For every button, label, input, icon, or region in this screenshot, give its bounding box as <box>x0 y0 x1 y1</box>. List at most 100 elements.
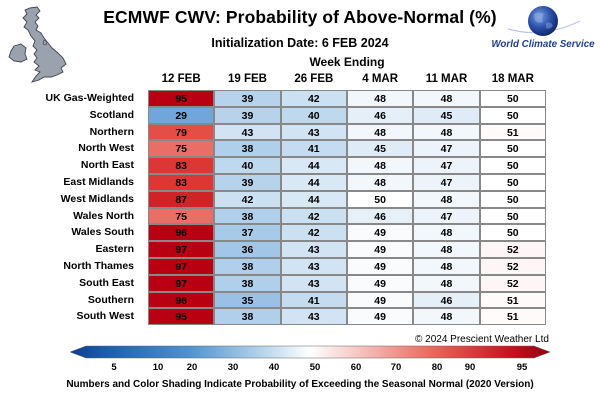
table-cell: 87 <box>148 190 215 208</box>
table-cell: 75 <box>148 207 215 225</box>
table-cell: 46 <box>346 106 414 124</box>
table-cell: 97 <box>148 258 215 275</box>
table-cell: 41 <box>280 140 347 158</box>
table-cell: 50 <box>479 174 546 191</box>
table-cell: 47 <box>413 207 480 225</box>
table-cell: 48 <box>413 123 480 141</box>
table-cell: 48 <box>413 190 480 208</box>
globe-icon <box>507 6 581 36</box>
table-cell: 95 <box>148 308 215 326</box>
row-label: Wales North <box>73 209 134 222</box>
row-label: Southern <box>87 293 134 306</box>
column-header: 26 FEB <box>294 73 334 85</box>
table-cell: 48 <box>346 174 414 191</box>
colorbar-tick-label: 30 <box>227 362 239 373</box>
table-cell: 40 <box>280 106 347 124</box>
table-cell: 50 <box>479 106 546 124</box>
colorbar-tick-label: 80 <box>431 362 443 373</box>
table-cell: 48 <box>413 308 480 326</box>
table-cell: 49 <box>346 241 414 258</box>
column-header: 18 MAR <box>491 73 534 85</box>
table-cell: 42 <box>280 224 347 242</box>
table-cell: 50 <box>479 224 546 242</box>
colorbar-tick-label: 60 <box>350 362 362 373</box>
table-cell: 40 <box>214 157 281 174</box>
table-cell: 43 <box>214 123 281 141</box>
table-cell: 50 <box>346 190 414 208</box>
row-label: North East <box>80 159 134 172</box>
column-header: 12 FEB <box>161 73 201 85</box>
table-cell: 96 <box>148 291 215 309</box>
table-cell: 51 <box>479 123 546 141</box>
table-cell: 49 <box>346 224 414 242</box>
page-title: ECMWF CWV: Probability of Above-Normal (… <box>103 7 497 27</box>
table-cell: 46 <box>413 291 480 309</box>
row-label: Eastern <box>95 243 134 256</box>
table-cell: 42 <box>280 90 347 107</box>
table-cell: 43 <box>280 258 347 275</box>
colorbar-tick-label: 5 <box>111 362 117 373</box>
table-cell: 45 <box>413 106 480 124</box>
row-label: North Thames <box>63 260 134 272</box>
uk-map-icon <box>8 6 67 83</box>
row-label: South West <box>76 310 134 323</box>
table-cell: 48 <box>346 90 414 107</box>
table-cell: 47 <box>413 140 480 158</box>
colorbar-tick-label: 10 <box>152 362 164 373</box>
table-cell: 48 <box>346 157 414 174</box>
table-cell: 50 <box>479 207 546 225</box>
table-cell: 38 <box>214 258 281 275</box>
copyright-text: © 2024 Prescient Weather Ltd <box>415 334 549 345</box>
week-ending-label: Week Ending <box>309 55 385 69</box>
colorbar-tick-label: 20 <box>186 362 198 373</box>
colorbar-tick-label: 70 <box>390 362 402 373</box>
row-label: East Midlands <box>63 176 134 188</box>
colorbar-tick-label: 95 <box>516 362 528 373</box>
colorbar <box>70 345 550 359</box>
table-cell: 83 <box>148 157 215 174</box>
table-cell: 46 <box>346 207 414 225</box>
table-cell: 44 <box>280 190 347 208</box>
column-header: 4 MAR <box>362 73 399 85</box>
table-cell: 36 <box>214 241 281 258</box>
table-cell: 38 <box>214 308 281 326</box>
table-cell: 48 <box>413 274 480 292</box>
table-cell: 29 <box>148 106 215 124</box>
table-cell: 95 <box>148 90 215 107</box>
table-cell: 35 <box>214 291 281 309</box>
table-cell: 48 <box>413 241 480 258</box>
table-cell: 49 <box>346 308 414 326</box>
row-label: North West <box>78 142 134 155</box>
table-cell: 48 <box>413 258 480 275</box>
table-cell: 39 <box>214 174 281 191</box>
table-cell: 47 <box>413 157 480 174</box>
colorbar-tick-label: 90 <box>464 362 476 373</box>
table-cell: 45 <box>346 140 414 158</box>
table-cell: 75 <box>148 140 215 158</box>
table-cell: 48 <box>413 224 480 242</box>
table-cell: 51 <box>479 291 546 309</box>
table-cell: 43 <box>280 274 347 292</box>
row-label: Scotland <box>89 108 134 121</box>
column-header: 19 FEB <box>227 73 267 85</box>
row-label: UK Gas-Weighted <box>45 92 134 104</box>
table-cell: 83 <box>148 174 215 191</box>
table-cell: 48 <box>413 90 480 107</box>
column-header: 11 MAR <box>425 73 468 85</box>
world-climate-service-logo: World Climate Service <box>488 5 596 55</box>
table-cell: 42 <box>214 190 281 208</box>
table-cell: 49 <box>346 258 414 275</box>
table-cell: 52 <box>479 258 546 275</box>
table-cell: 43 <box>280 241 347 258</box>
table-cell: 79 <box>148 123 215 141</box>
table-cell: 48 <box>346 123 414 141</box>
colorbar-tick-label: 50 <box>309 362 321 373</box>
table-cell: 38 <box>214 207 281 225</box>
table-cell: 41 <box>280 291 347 309</box>
footnote: Numbers and Color Shading Indicate Proba… <box>66 379 534 390</box>
table-cell: 38 <box>214 274 281 292</box>
logo-text: World Climate Service <box>491 39 595 50</box>
table-cell: 50 <box>479 157 546 174</box>
row-label: West Midlands <box>60 192 134 205</box>
table-cell: 43 <box>280 308 347 326</box>
